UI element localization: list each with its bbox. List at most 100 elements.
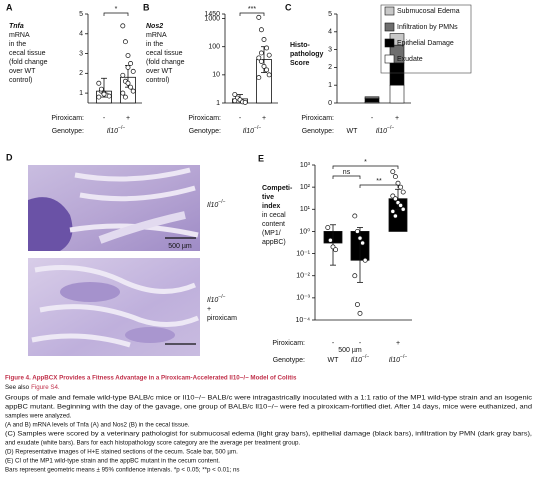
y-axis-label: (fold change [146,59,185,66]
superscript: −/− [362,354,369,360]
caption-line: Bars represent geometric means ± 95% con… [5,467,240,474]
y-tick-label: 10³ [300,162,311,169]
y-axis-label: cecal tissue [146,50,183,57]
y-axis-label: over WT [146,68,173,75]
y-axis-label: mRNA [146,32,167,39]
data-point [400,206,406,212]
caption-line: (D) Representative images of H+E stained… [5,449,238,456]
data-point [392,213,398,219]
data-point [256,55,262,61]
gene-name: Il10 [207,297,218,304]
row-label: Piroxicam: [301,115,334,122]
caption-line: and exudate (white bars). Bars for each … [5,440,300,447]
data-point [362,257,368,263]
data-point [232,92,238,97]
genotype-label: Il10−/− [107,125,126,135]
caption-line: Groups of male and female wild-type BALB… [5,395,532,402]
significance-bracket [332,175,361,179]
y-tick-label: 0 [328,100,332,107]
data-point [266,72,272,78]
y-axis-label: control) [9,77,32,84]
data-point [352,213,358,219]
panel-label: B [143,2,150,12]
superscript: −/− [118,125,125,131]
legend-label: Infiltration by PMNs [397,24,458,31]
panel-label: C [285,2,292,12]
gene-name: Il10 [243,128,254,135]
data-point [96,80,102,86]
gene-name: Il10 [376,128,387,135]
y-axis-gene: Nos2 [146,23,163,30]
data-point [130,88,136,94]
data-point [266,52,272,58]
row-label: Piroxicam: [51,115,84,122]
row-label: Genotype: [189,128,221,135]
data-point [98,86,104,92]
genotype-label: WT [328,357,340,364]
x-tick-label: - [371,115,374,122]
row-label: Genotype: [273,357,305,364]
gene-name: Il10 [107,128,118,135]
y-tick-label: 5 [79,11,83,18]
caption-see-also: See also Figure S4. [5,384,60,391]
see-also-text: See also [5,384,30,391]
significance-label: * [115,6,118,13]
y-tick-label: 4 [79,31,83,38]
y-axis-label: control) [146,77,169,84]
y-tick-label: 2 [79,70,83,77]
caption-line: (A and B) mRNA levels of Tnfa (A) and No… [5,422,190,429]
gene-name: Il10 [207,202,218,209]
caption-line: appBC mutant. Beginning with the day of … [5,404,533,411]
data-point [128,60,134,66]
data-point [120,72,126,78]
data-point [122,39,128,45]
data-point [125,53,131,58]
scale-label: 500 µm [338,347,362,354]
data-point [333,247,339,253]
significance-bracket [239,12,265,16]
data-point [325,225,331,230]
y-axis-title: Histo- [290,42,311,49]
significance-label: ns [343,169,351,176]
scale-label: 500 µm [168,243,192,250]
superscript: −/− [387,125,394,131]
y-tick-label: 10 [212,72,220,79]
y-tick-label: 3 [79,50,83,57]
data-point [125,80,131,86]
y-tick-label: 100 [208,44,220,51]
data-point [242,99,248,105]
image-caption: + [207,306,211,313]
data-point [258,27,264,33]
x-tick-label: + [126,115,130,122]
legend-swatch [384,38,395,48]
y-axis-title: index [262,203,280,210]
legend-swatch [384,54,395,64]
y-tick-label: 10⁰ [299,227,310,235]
superscript: −/− [254,125,261,131]
data-point [128,84,134,90]
y-tick-label: 1 [216,100,220,107]
data-point [120,23,126,29]
data-point [398,184,404,190]
y-axis-gene: Tnfa [9,23,24,30]
y-tick-label: 10⁻¹ [296,250,310,257]
y-axis-label: (MP1/ [262,230,281,237]
genotype-label: Il10−/− [351,354,370,364]
y-tick-label: 10⁻² [296,273,310,280]
data-point [357,235,363,241]
y-tick-label: 4 [328,29,332,36]
significance-bracket [332,165,399,169]
y-tick-label: 5 [328,11,332,18]
legend-swatch [384,6,395,16]
genotype-label: Il10−/− [389,354,408,364]
y-tick-label: 10⁻³ [296,295,310,302]
genotype-label: WT [347,128,359,135]
y-axis-title: pathology [290,51,324,58]
y-tick-label: 10² [300,184,311,191]
image-caption: piroxicam [207,315,237,322]
data-point [392,174,398,180]
genotype-label: Il10−/− [243,125,262,135]
data-point [261,37,267,42]
superscript: −/− [218,199,225,205]
data-point [232,98,238,104]
